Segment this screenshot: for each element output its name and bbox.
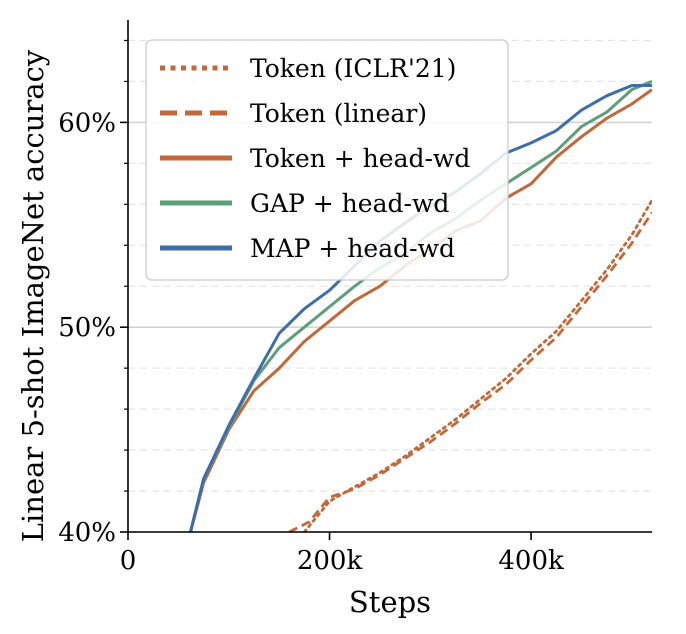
x-tick-label: 200k <box>297 546 363 576</box>
legend-box <box>145 39 509 281</box>
y-tick-label: 60% <box>58 108 116 138</box>
y-axis-title: Linear 5-shot ImageNet accuracy <box>16 49 50 542</box>
ticks: 40% 50% 60% 0 200k 400k <box>58 39 564 576</box>
axes <box>127 20 652 533</box>
legend-label-3: Token + head-wd <box>250 144 470 173</box>
y-tick-label: 40% <box>58 518 116 548</box>
series-line-1 <box>302 198 652 532</box>
series-line-2 <box>288 211 652 532</box>
x-tick-label: 400k <box>498 546 564 576</box>
legend-label-5: MAP + head-wd <box>250 234 455 263</box>
x-tick-label: 0 <box>120 546 137 576</box>
y-tick-label: 50% <box>58 313 116 343</box>
legend-label-4: GAP + head-wd <box>250 189 449 218</box>
x-axis-title: Steps <box>349 585 431 619</box>
legend-label-1: Token (ICLR'21) <box>250 54 456 83</box>
legend-label-2: Token (linear) <box>250 99 427 128</box>
legend: Token (ICLR'21) Token (linear) Token + hea… <box>145 39 509 281</box>
